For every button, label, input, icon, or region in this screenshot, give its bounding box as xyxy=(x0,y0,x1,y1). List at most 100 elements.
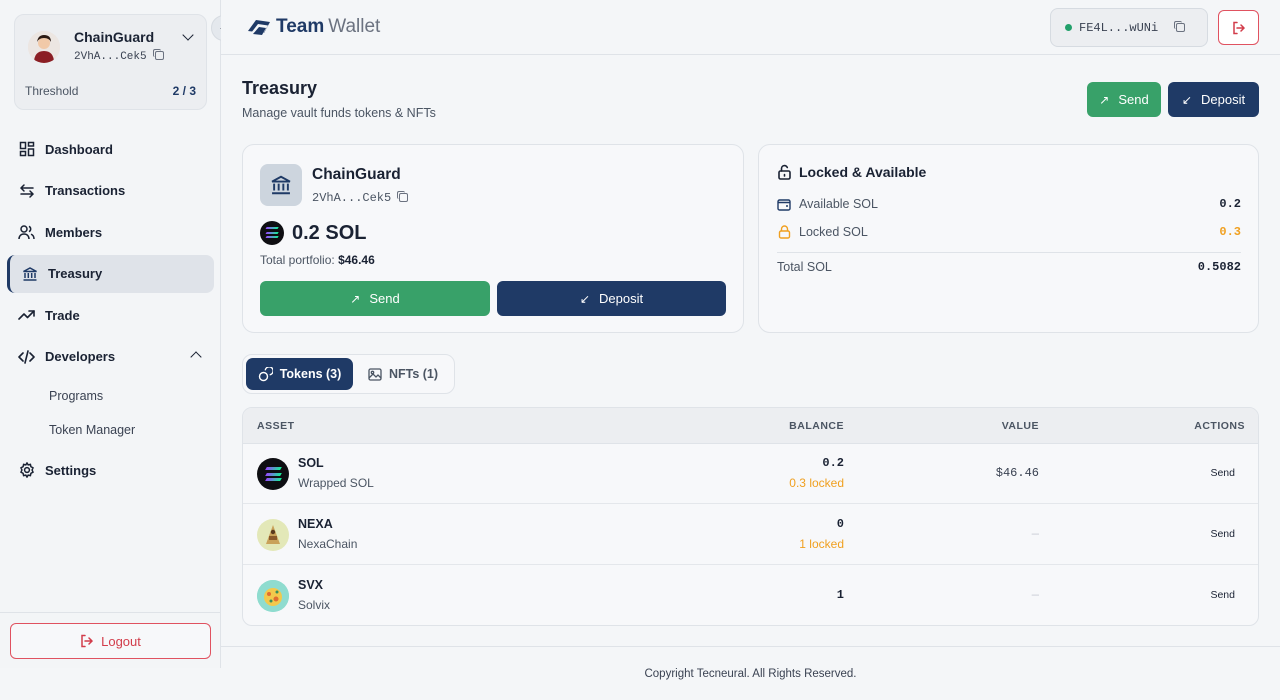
account-switcher[interactable]: ChainGuard 2VhA...Cek5 Threshold 2 / 3 xyxy=(14,14,207,110)
sidebar-item-label: Treasury xyxy=(48,266,103,281)
bank-icon xyxy=(21,265,38,282)
brand-name-secondary: Wallet xyxy=(328,16,381,37)
arrow-up-right-icon: ↗ xyxy=(350,291,361,306)
deposit-label: Deposit xyxy=(598,291,644,306)
sidebar-nav: Dashboard Transactions Members Treasury … xyxy=(7,130,214,493)
token-symbol: NEXA xyxy=(298,517,333,531)
token-locked: 1 locked xyxy=(799,537,844,551)
lock-icon xyxy=(777,225,791,239)
coins-icon xyxy=(258,366,273,382)
logout-area: Logout xyxy=(0,612,221,668)
copy-icon[interactable] xyxy=(152,49,164,60)
footer: Copyright Tecneural. All Rights Reserved… xyxy=(221,646,1280,700)
total-sol-label: Total SOL xyxy=(777,260,832,274)
solana-icon xyxy=(260,221,284,245)
token-symbol: SVX xyxy=(298,578,324,592)
code-icon xyxy=(18,348,35,365)
arrow-down-left-icon: ↙ xyxy=(1181,92,1192,107)
send-label: Send xyxy=(369,291,400,306)
tokens-table: ASSET BALANCE VALUE ACTIONS SOL Wrapped … xyxy=(242,407,1259,626)
token-name: NexaChain xyxy=(298,537,358,551)
locked-available-title-text: Locked & Available xyxy=(799,164,927,180)
sidebar-item-members[interactable]: Members xyxy=(7,213,214,251)
table-row: SOL Wrapped SOL 0.2 0.3 locked $46.46 Se… xyxy=(243,444,1258,504)
total-sol-row: Total SOL 0.5082 xyxy=(777,260,1241,274)
brand-logo: Team Wallet xyxy=(246,16,380,38)
total-sol-value: 0.5082 xyxy=(1197,260,1241,274)
unlock-icon xyxy=(777,164,792,180)
sidebar: ChainGuard 2VhA...Cek5 Threshold 2 / 3 D… xyxy=(0,0,221,668)
token-name: Wrapped SOL xyxy=(298,476,374,490)
token-name: Solvix xyxy=(298,598,331,612)
brand-name-primary: Team xyxy=(276,16,325,37)
total-portfolio: Total portfolio: $46.46 xyxy=(260,253,375,267)
send-token-button[interactable]: Send xyxy=(1210,528,1235,540)
portfolio-label: Total portfolio: xyxy=(260,253,335,267)
copy-icon[interactable] xyxy=(1174,21,1186,32)
logout-button[interactable]: Logout xyxy=(10,623,211,659)
column-actions: ACTIONS xyxy=(1194,420,1245,432)
sidebar-item-dashboard[interactable]: Dashboard xyxy=(7,130,214,168)
topbar: Team Wallet FE4L...wUNi xyxy=(221,0,1280,55)
sidebar-item-label: Transactions xyxy=(45,183,126,198)
arrow-down-left-icon: ↙ xyxy=(579,291,590,306)
sidebar-item-trade[interactable]: Trade xyxy=(7,296,214,334)
available-sol-value: 0.2 xyxy=(1219,197,1241,211)
vault-deposit-button[interactable]: ↙ Deposit xyxy=(497,281,726,316)
arrow-up-right-icon: ↗ xyxy=(1099,92,1110,107)
locked-sol-value: 0.3 xyxy=(1219,225,1241,239)
threshold-label: Threshold xyxy=(25,84,79,98)
token-symbol: SOL xyxy=(298,456,324,470)
solana-icon xyxy=(257,458,289,490)
page-subtitle: Manage vault funds tokens & NFTs xyxy=(242,106,436,120)
send-label: Send xyxy=(1118,92,1149,107)
table-header: ASSET BALANCE VALUE ACTIONS xyxy=(243,408,1258,444)
locked-available-card: Locked & Available Available SOL 0.2 Loc… xyxy=(758,144,1259,333)
image-icon xyxy=(368,367,382,381)
tab-tokens-label: Tokens (3) xyxy=(279,367,342,381)
vault-balance-text: 0.2 SOL xyxy=(292,221,367,244)
chevron-up-icon[interactable] xyxy=(190,350,202,363)
sidebar-item-treasury[interactable]: Treasury xyxy=(7,254,214,293)
sidebar-item-label: Dashboard xyxy=(45,141,113,157)
token-balance: 0.2 xyxy=(822,456,844,470)
sidebar-item-settings[interactable]: Settings xyxy=(7,451,214,489)
locked-sol-label: Locked SOL xyxy=(799,225,868,239)
vault-send-button[interactable]: ↗ Send xyxy=(260,281,490,316)
sidebar-item-transactions[interactable]: Transactions xyxy=(7,172,214,210)
tab-tokens[interactable]: Tokens (3) xyxy=(246,358,353,390)
disconnect-button[interactable] xyxy=(1218,10,1259,45)
table-row: NEXA NexaChain 0 1 locked — Send xyxy=(243,505,1258,565)
sidebar-item-label: Developers xyxy=(45,349,116,364)
threshold-value: 2 / 3 xyxy=(172,84,196,98)
sidebar-item-label: Members xyxy=(45,224,103,240)
copyright-text: Copyright Tecneural. All Rights Reserved… xyxy=(644,667,857,680)
sidebar-item-programs[interactable]: Programs xyxy=(49,389,104,403)
nexa-token-icon xyxy=(257,519,289,551)
account-name: ChainGuard xyxy=(74,29,155,45)
available-sol-row: Available SOL 0.2 xyxy=(777,197,1241,211)
wallet-address: FE4L...wUNi xyxy=(1079,20,1159,35)
account-address: 2VhA...Cek5 xyxy=(74,49,164,63)
locked-available-title: Locked & Available xyxy=(777,164,926,180)
vault-balance: 0.2 SOL xyxy=(260,221,366,245)
token-value: — xyxy=(1031,588,1039,602)
send-token-button[interactable]: Send xyxy=(1210,589,1235,601)
vault-card: ChainGuard 2VhA...Cek5 0.2 SOL Total por… xyxy=(242,144,744,333)
svx-token-icon xyxy=(257,580,289,612)
copy-icon[interactable] xyxy=(397,191,409,202)
connected-wallet[interactable]: FE4L...wUNi xyxy=(1050,8,1208,47)
sidebar-item-developers[interactable]: Developers xyxy=(7,338,214,376)
asset-tabs: Tokens (3) NFTs (1) xyxy=(242,354,455,394)
avatar xyxy=(28,31,60,63)
deposit-button[interactable]: ↙ Deposit xyxy=(1168,82,1259,117)
token-balance: 1 xyxy=(836,588,844,602)
send-token-button[interactable]: Send xyxy=(1210,467,1235,479)
vault-address: 2VhA...Cek5 xyxy=(312,191,409,205)
deposit-label: Deposit xyxy=(1200,92,1246,107)
logout-icon xyxy=(1232,21,1246,35)
tab-nfts[interactable]: NFTs (1) xyxy=(357,358,449,390)
chevron-down-icon[interactable] xyxy=(182,29,194,41)
send-button[interactable]: ↗ Send xyxy=(1087,82,1161,117)
sidebar-item-token-manager[interactable]: Token Manager xyxy=(49,423,136,437)
